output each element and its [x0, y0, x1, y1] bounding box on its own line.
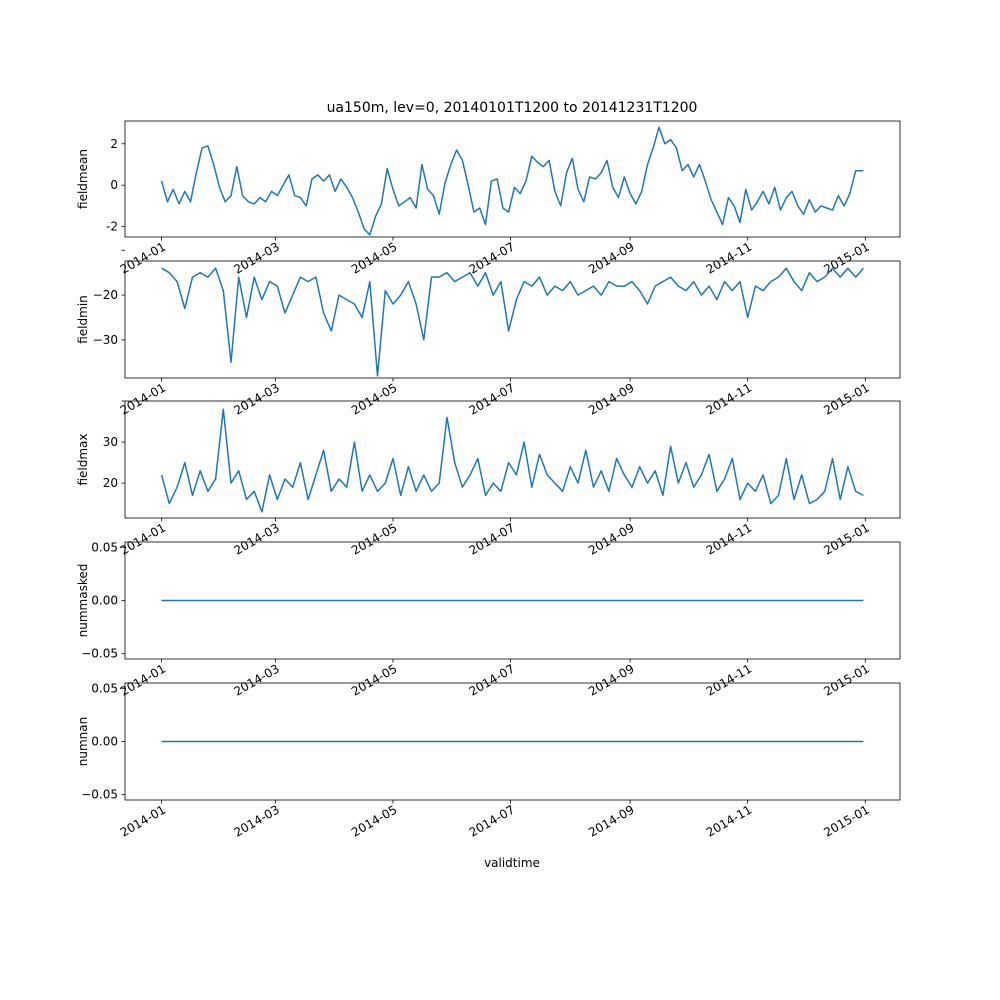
y-axis-label: fieldmax	[76, 433, 90, 485]
x-tick-label: 2014-09	[586, 520, 636, 557]
x-tick-label: 2015-01	[821, 239, 871, 276]
figure-title: ua150m, lev=0, 20140101T1200 to 20141231…	[327, 100, 698, 116]
y-tick-label: -2	[106, 220, 118, 234]
x-tick-label: 2015-01	[821, 380, 871, 417]
x-tick-label: 2014-07	[467, 520, 517, 557]
x-axis-label: validtime	[484, 856, 540, 870]
x-tick-label: 2014-09	[586, 239, 636, 276]
x-tick-label: 2014-09	[586, 661, 636, 698]
y-tick-label: 30	[103, 435, 118, 449]
x-tick-label: 2014-11	[704, 239, 754, 276]
x-tick-label: 2015-01	[821, 802, 871, 839]
x-tick-label: 2014-03	[231, 380, 281, 417]
y-tick-label: −0.05	[81, 647, 118, 661]
y-axis-label: fieldmin	[76, 295, 90, 344]
x-tick-label: 2014-09	[586, 802, 636, 839]
y-tick-label: 0.05	[91, 681, 118, 695]
x-tick-label: 2014-05	[349, 802, 399, 839]
x-tick-label: 2014-07	[467, 661, 517, 698]
x-tick-label: 2014-07	[467, 802, 517, 839]
y-tick-label: 2	[110, 137, 118, 151]
x-tick-label: 2014-09	[586, 380, 636, 417]
y-tick-label: 0.05	[91, 540, 118, 554]
x-tick-label: 2014-07	[467, 239, 517, 276]
x-tick-label: 2014-03	[231, 520, 281, 557]
series-line-fieldmean	[160, 126, 864, 236]
y-tick-label: −0.05	[81, 788, 118, 802]
x-tick-label: 2015-01	[821, 520, 871, 557]
series-line-fieldmax	[160, 408, 864, 513]
y-tick-label: 0.00	[91, 735, 118, 749]
x-tick-label: 2015-01	[821, 661, 871, 698]
y-axis-label: fieldmean	[76, 149, 90, 209]
y-tick-label: 0.00	[91, 594, 118, 608]
panels: -2 0 2 fieldmean 2014-01 2014-03 2014-05 2014-0…	[76, 120, 901, 840]
x-tick-label: 2014-03	[231, 239, 281, 276]
x-tick-label: 2014-03	[231, 661, 281, 698]
axes-frame	[124, 260, 901, 379]
x-tick-label: 2014-05	[349, 239, 399, 276]
y-tick-label: 20	[103, 476, 118, 490]
x-tick-label: 2014-05	[349, 380, 399, 417]
y-axis-label: nummasked	[76, 564, 90, 638]
x-tick-label: 2014-11	[704, 380, 754, 417]
x-tick-label: 2014-05	[349, 661, 399, 698]
axes-frame	[124, 120, 901, 238]
y-axis-label: numnan	[76, 717, 90, 766]
x-tick-label: 2014-01	[118, 802, 168, 839]
y-tick-label: −20	[93, 288, 118, 302]
x-tick-label: 2014-07	[467, 380, 517, 417]
x-tick-label: 2014-11	[704, 661, 754, 698]
axes-frame	[124, 400, 901, 519]
x-tick-label: 2014-05	[349, 520, 399, 557]
x-tick-label: 2014-11	[704, 520, 754, 557]
y-tick-label: −30	[93, 333, 118, 347]
panel-numnan: −0.05 0.00 0.05 numnan 2014-01 2014-03 2014-05…	[76, 681, 901, 840]
x-tick-label: 2014-11	[704, 802, 754, 839]
x-tick-label: 2014-03	[231, 802, 281, 839]
y-tick-label: 0	[110, 178, 118, 192]
series-line-fieldmin	[161, 267, 864, 377]
